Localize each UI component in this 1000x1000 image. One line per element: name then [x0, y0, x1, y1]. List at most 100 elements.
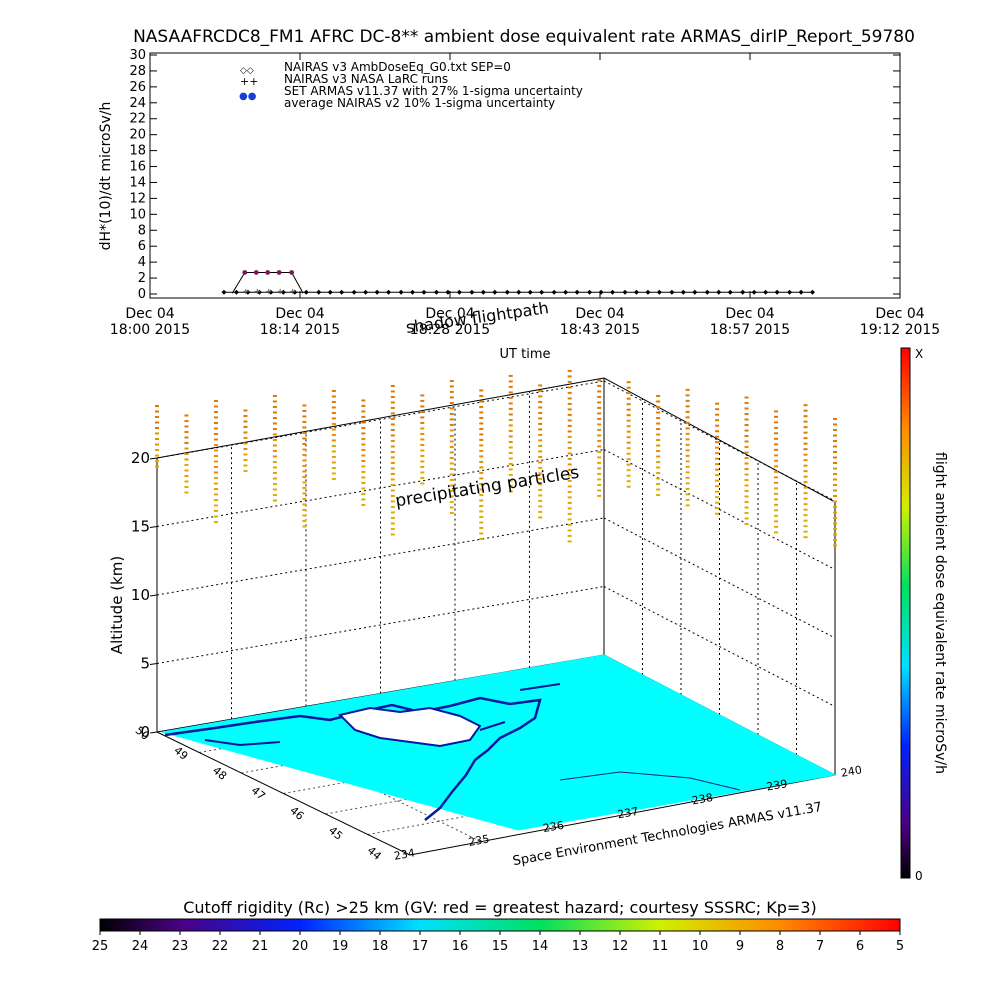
particle-mark [184, 436, 189, 439]
particle-mark [567, 402, 572, 405]
particle-mark [184, 469, 189, 472]
legend-label-nairas-v3: NAIRAS v3 AmbDoseEq_G0.txt SEP=0 [284, 60, 511, 74]
particle-mark [626, 386, 631, 389]
particle-mark [744, 473, 749, 476]
particle-mark [744, 462, 749, 465]
particle-mark [302, 415, 307, 418]
particle-mark [567, 490, 572, 493]
particle-mark [302, 420, 307, 423]
particle-mark [715, 501, 720, 504]
particle-mark [685, 493, 690, 496]
rigidity-tick-label: 25 [92, 939, 109, 954]
particle-mark [833, 506, 837, 508]
particle-mark [479, 389, 484, 392]
particle-mark [715, 474, 720, 477]
particle-mark [390, 417, 395, 420]
particle-mark [626, 441, 631, 444]
particle-mark [272, 493, 277, 496]
particle-mark [538, 384, 543, 387]
particle-mark [744, 446, 749, 449]
particle-mark [803, 464, 808, 467]
particle-mark [685, 482, 690, 485]
particle-mark [243, 464, 248, 467]
particle-mark [272, 444, 277, 447]
particle-mark [715, 424, 720, 427]
particle-mark [538, 494, 543, 497]
particle-mark [479, 521, 484, 524]
particle-mark [479, 449, 484, 452]
particle-mark [803, 514, 808, 517]
particle-mark [479, 400, 484, 403]
particle-mark [508, 418, 513, 421]
particle-mark [744, 495, 749, 498]
particle-mark [361, 404, 366, 407]
longitude-axis: 234 235 236 237 238 239 240 [393, 763, 863, 862]
larc-point [243, 288, 249, 294]
particle-mark [302, 431, 307, 434]
grid-back-left [156, 586, 605, 664]
particle-mark [656, 417, 661, 420]
particle-mark [803, 536, 808, 539]
particle-mark [833, 495, 837, 497]
particle-mark [744, 413, 749, 416]
particle-mark [744, 396, 749, 399]
particle-mark [833, 517, 837, 519]
particle-mark [449, 440, 454, 443]
rigidity-colorbar [99, 918, 901, 932]
particle-mark [744, 468, 749, 471]
particle-mark [420, 405, 425, 408]
particle-mark [449, 484, 454, 487]
rigidity-tick-label: 18 [372, 939, 389, 954]
particle-mark [656, 395, 661, 398]
particle-mark [833, 462, 837, 464]
particle-mark [597, 423, 602, 426]
particle-mark [774, 415, 779, 418]
particle-mark [685, 454, 690, 457]
particle-mark [449, 451, 454, 454]
particle-mark [626, 463, 631, 466]
longitude-tick-label: 236 [542, 819, 565, 835]
particle-mark [538, 400, 543, 403]
particle-mark [744, 418, 749, 421]
particle-mark [331, 472, 336, 475]
particle-mark [449, 434, 454, 437]
particle-mark [744, 517, 749, 520]
particle-mark [567, 468, 572, 471]
particle-mark [567, 369, 572, 372]
particle-mark [685, 421, 690, 424]
x-tick-time: 18:43 2015 [560, 322, 640, 338]
particle-mark [715, 430, 720, 433]
particle-mark [656, 461, 661, 464]
particle-mark [449, 467, 454, 470]
legend-label-armas: SET ARMAS v11.37 with 27% 1-sigma uncert… [284, 84, 583, 98]
particle-mark [685, 438, 690, 441]
particle-mark [744, 424, 749, 427]
particle-mark [597, 417, 602, 420]
particle-mark [567, 452, 572, 455]
particle-mark [597, 395, 602, 398]
latitude-tick-label: 47 [249, 784, 268, 803]
rigidity-tick-label: 23 [172, 939, 189, 954]
particle-mark [449, 511, 454, 514]
particle-mark [420, 410, 425, 413]
river-path [204, 683, 561, 747]
particle-mark [597, 472, 602, 475]
particle-mark [685, 476, 690, 479]
particle-mark [685, 498, 690, 501]
particle-mark [449, 418, 454, 421]
longitude-tick-label: 235 [467, 832, 490, 848]
particle-mark [597, 390, 602, 393]
particle-mark [803, 426, 808, 429]
x-tick-time: 18:00 2015 [110, 322, 190, 338]
particle-mark [243, 420, 248, 423]
particle-mark [420, 454, 425, 457]
particle-mark [833, 489, 837, 492]
x-tick-time: 18:14 2015 [260, 322, 340, 338]
particle-mark [626, 425, 631, 428]
larc-point [277, 288, 283, 294]
particle-mark [302, 470, 307, 473]
particle-mark [567, 463, 572, 466]
rigidity-colorbar-ticks: 25 24 23 22 21 20 19 18 17 16 15 14 13 12 11 10 9 8 7 6 5 [92, 931, 904, 954]
particle-mark [538, 389, 543, 392]
particle-mark [361, 454, 366, 457]
